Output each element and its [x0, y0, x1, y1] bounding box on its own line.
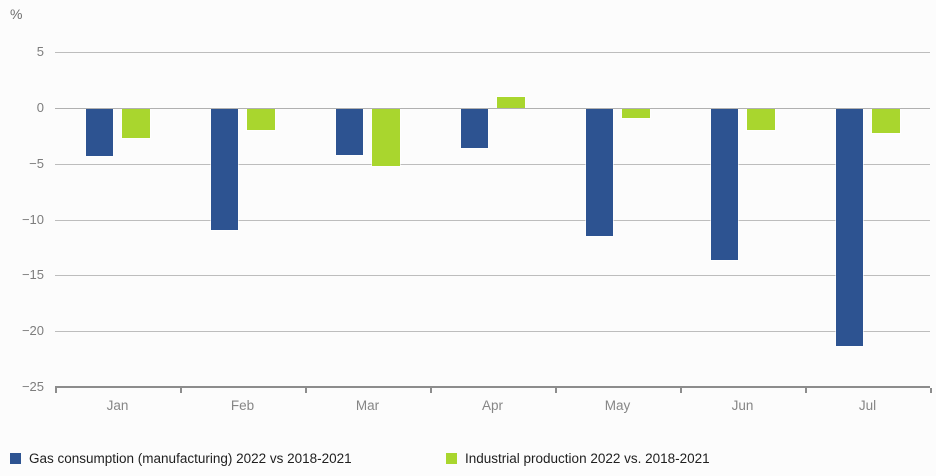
x-tick-label-may: May	[604, 398, 631, 413]
bar-industrial-jul	[872, 108, 900, 133]
bar-industrial-apr	[497, 97, 525, 108]
y-tick-label: −25	[21, 379, 44, 394]
x-axis-tick	[180, 388, 182, 393]
gridline-−20	[55, 331, 930, 332]
gridline-−10	[55, 220, 930, 221]
x-axis-tick	[305, 388, 307, 393]
x-axis-tick	[680, 388, 682, 393]
bar-industrial-may	[622, 108, 650, 118]
bar-gas-feb	[211, 108, 238, 230]
x-tick-label-feb: Feb	[230, 398, 255, 413]
gridline-−15	[55, 275, 930, 276]
plot-area: 5 0 −5 −10 −15 −20 −25 Jan Feb Mar Apr May Jun Jul	[21, 44, 932, 413]
bar-gas-jan	[86, 108, 113, 156]
y-tick-label: −20	[21, 323, 44, 338]
x-axis-tick	[805, 388, 807, 393]
bar-gas-mar	[336, 108, 363, 155]
x-axis-tick	[55, 388, 57, 393]
y-axis-unit-label: %	[10, 6, 23, 22]
gridline-−5	[55, 164, 930, 165]
x-axis-line	[55, 386, 930, 388]
x-tick-label-apr: Apr	[481, 398, 503, 413]
y-tick-label: −10	[21, 212, 44, 227]
y-tick-label: 0	[36, 100, 44, 115]
bar-industrial-jan	[122, 108, 150, 138]
industrial-production-swatch-icon	[446, 453, 457, 464]
y-tick-label: −5	[29, 156, 44, 171]
bar-industrial-mar	[372, 108, 400, 166]
bar-gas-apr	[461, 108, 488, 148]
bar-gas-jul	[836, 108, 863, 346]
gas-consumption-swatch-icon	[10, 453, 21, 464]
legend-label: Industrial production 2022 vs. 2018-2021	[465, 451, 710, 466]
x-tick-label-jun: Jun	[731, 398, 754, 413]
x-tick-label-mar: Mar	[355, 398, 380, 413]
zero-line	[55, 108, 930, 109]
x-tick-label-jul: Jul	[858, 398, 877, 413]
x-axis-tick	[430, 388, 432, 393]
x-tick-label-jan: Jan	[106, 398, 129, 413]
bar-industrial-feb	[247, 108, 275, 130]
legend: Gas consumption (manufacturing) 2022 vs …	[0, 450, 936, 470]
x-axis-tick	[555, 388, 557, 393]
legend-label: Gas consumption (manufacturing) 2022 vs …	[29, 451, 352, 466]
legend-item-industrial-production: Industrial production 2022 vs. 2018-2021	[446, 451, 710, 466]
y-tick-label: 5	[36, 44, 44, 59]
y-tick-label: −15	[21, 267, 44, 282]
legend-item-gas-consumption: Gas consumption (manufacturing) 2022 vs …	[10, 451, 352, 466]
bar-gas-jun	[711, 108, 738, 260]
bar-industrial-jun	[747, 108, 775, 130]
x-axis-tick	[930, 388, 932, 393]
bar-gas-may	[586, 108, 613, 236]
gridline-5	[55, 52, 930, 53]
